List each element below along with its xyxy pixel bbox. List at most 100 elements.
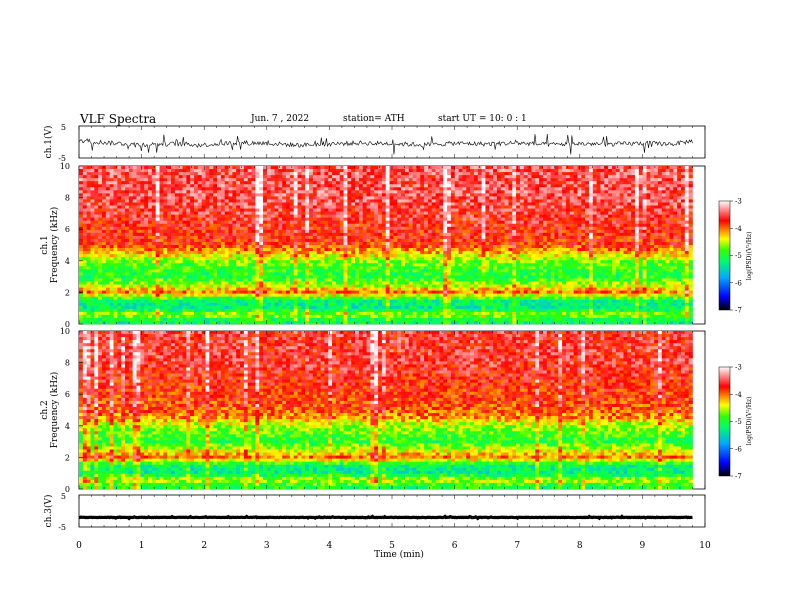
spectrogram-cell — [339, 302, 344, 307]
spectrogram-cell — [393, 205, 398, 209]
spectrogram-cell — [113, 281, 118, 285]
spectrogram-cell — [186, 254, 191, 258]
spectrogram-cell — [174, 196, 180, 200]
spectrogram-cell — [278, 166, 283, 170]
spectrogram-cell — [259, 238, 264, 243]
spectrogram-cell — [278, 287, 283, 291]
spectrogram-cell — [232, 229, 237, 234]
spectrogram-cell — [339, 311, 344, 316]
spectrogram-cell — [224, 208, 229, 212]
spectrogram-cell — [286, 238, 291, 243]
spectrogram-cell — [167, 187, 172, 191]
spectrogram-cell — [412, 232, 417, 237]
spectrogram-cell — [236, 251, 241, 255]
spectrogram-cell — [366, 302, 371, 307]
spectrogram-cell — [270, 284, 275, 288]
spectrogram-cell — [255, 266, 260, 270]
spectrogram-cell — [128, 254, 134, 258]
spectrogram-cell — [347, 205, 352, 209]
spectrogram-cell — [374, 251, 379, 255]
spectrogram-cell — [378, 251, 383, 255]
spectrogram-cell — [401, 308, 406, 313]
spectrogram-cell — [213, 248, 218, 252]
spectrogram-cell — [389, 278, 394, 282]
spectrogram-cell — [197, 205, 203, 209]
spectrogram-cell — [370, 226, 375, 231]
spectrogram-cell — [401, 181, 406, 185]
spectrogram-cell — [247, 205, 252, 209]
spectrogram-cell — [236, 296, 241, 301]
spectrogram-cell — [420, 266, 425, 270]
spectrogram-cell — [293, 266, 298, 270]
spectrogram-cell — [320, 229, 325, 234]
spectrogram-cell — [167, 196, 172, 200]
spectrogram-cell — [270, 260, 275, 264]
spectrogram-cell — [316, 208, 321, 212]
spectrogram-cell — [355, 266, 360, 270]
spectrogram-cell — [263, 184, 268, 188]
spectrogram-cell — [217, 308, 222, 313]
spectrogram-cell — [385, 196, 390, 200]
spectrogram-cell — [443, 214, 448, 219]
spectrogram-cell — [205, 320, 210, 325]
spectrogram-cell — [297, 272, 302, 276]
spectrogram-cell — [94, 287, 99, 291]
spectrogram-cell — [94, 254, 99, 258]
spectrogram-cell — [209, 266, 214, 270]
spectrogram-cell — [117, 229, 122, 234]
spectrogram-cell — [289, 178, 295, 182]
spectrogram-cell — [213, 272, 218, 276]
spectrogram-cell — [408, 241, 413, 246]
spectrogram-cell — [247, 217, 252, 222]
spectrogram-cell — [109, 196, 114, 200]
spectrogram-cell — [113, 299, 118, 304]
spectrogram-cell — [213, 293, 218, 298]
spectrogram-cell — [332, 241, 337, 246]
spectrogram-cell — [320, 263, 325, 267]
spectrogram-cell — [82, 260, 88, 264]
spectrogram-cell — [427, 196, 433, 200]
spectrogram-cell — [374, 266, 379, 270]
spectrogram-cell — [182, 223, 187, 228]
spectrogram-cell — [385, 208, 390, 212]
spectrogram-cell — [389, 299, 394, 304]
spectrogram-cell — [251, 281, 256, 285]
spectrogram-cell — [335, 241, 341, 246]
spectrogram-cell — [293, 169, 298, 173]
spectrogram-cell — [155, 196, 160, 200]
spectrogram-cell — [427, 205, 433, 209]
spectrogram-cell — [182, 254, 187, 258]
spectrogram-cell — [98, 308, 103, 313]
spectrogram-cell — [401, 311, 406, 316]
spectrogram-cell — [378, 211, 383, 215]
spectrogram-cell — [121, 223, 126, 228]
spectrogram-cell — [286, 269, 291, 273]
spectrogram-cell — [82, 278, 88, 282]
spectrogram-cell — [366, 314, 371, 319]
spectrogram-cell — [389, 293, 394, 298]
spectrogram-cell — [424, 245, 429, 249]
spectrogram-cell — [335, 269, 341, 273]
spectrogram-cell — [427, 284, 433, 288]
spectrogram-cell — [171, 229, 176, 234]
spectrogram-cell — [381, 181, 387, 185]
spectrogram-cell — [439, 217, 444, 222]
spectrogram-cell — [366, 232, 371, 237]
spectrogram-cell — [186, 248, 191, 252]
spectrogram-cell — [305, 238, 310, 243]
chart-title: VLF Spectra — [80, 112, 157, 126]
spectrogram-cell — [144, 287, 149, 291]
spectrogram-cell — [289, 290, 295, 294]
spectrogram-cell — [328, 193, 333, 197]
spectrogram-cell — [358, 178, 364, 182]
spectrogram-cell — [412, 169, 417, 173]
spectrogram-cell — [404, 232, 410, 237]
spectrogram-cell — [412, 211, 417, 215]
spectrogram-cell — [217, 263, 222, 267]
spectrogram-cell — [163, 248, 168, 252]
spectrogram-cell — [362, 190, 367, 194]
spectrogram-cell — [125, 260, 130, 264]
spectrogram-cell — [186, 320, 191, 325]
spectrogram-cell — [102, 226, 107, 231]
spectrogram-cell — [408, 235, 413, 240]
